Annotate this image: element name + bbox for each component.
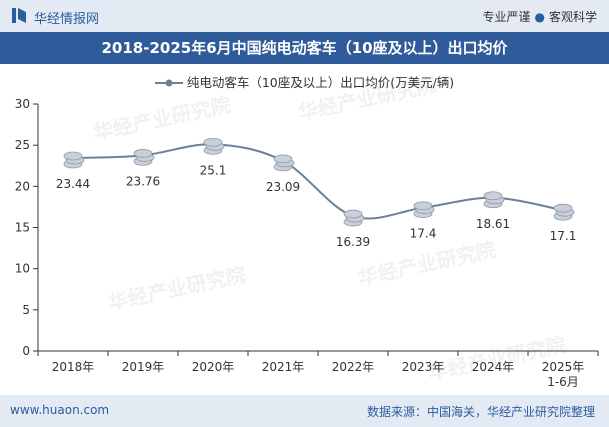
y-tick-label: 20	[15, 179, 30, 193]
huajing-logo-icon	[12, 8, 26, 23]
data-label: 23.44	[56, 177, 90, 191]
data-label: 17.1	[550, 229, 577, 243]
x-tick-label: 2018年	[52, 360, 95, 374]
tagline: 专业严谨 ● 客观科学	[482, 8, 597, 25]
watermark-text: 华经产业研究院	[91, 92, 233, 145]
data-point-coin-stack	[343, 209, 365, 227]
x-tick-label: 2022年	[332, 360, 375, 374]
data-point-coin-stack	[413, 201, 435, 219]
data-label: 25.1	[200, 163, 227, 177]
footer-url: www.huaon.com	[10, 403, 110, 417]
data-label: 16.39	[336, 235, 370, 249]
y-tick-label: 30	[15, 97, 30, 111]
x-tick-label: 2024年	[472, 360, 515, 374]
brand-name: 华经情报网	[34, 12, 100, 27]
x-tick-label: 2025年 1-6月	[542, 360, 585, 389]
y-tick-label: 15	[15, 221, 30, 235]
legend: 纯电动客车（10座及以上）出口均价(万美元/辆)	[0, 74, 609, 92]
x-tick-label: 2020年	[192, 360, 235, 374]
data-point-coin-stack	[273, 154, 295, 172]
data-point-coin-stack	[483, 191, 505, 209]
x-tick-label: 2023年	[402, 360, 445, 374]
data-point-coin-stack	[133, 148, 155, 166]
chart-title: 2018-2025年6月中国纯电动客车（10座及以上）出口均价	[0, 32, 609, 64]
footer-source: 数据来源：中国海关，华经产业研究院整理	[366, 405, 595, 419]
y-tick-label: 25	[15, 138, 30, 152]
top-bar: 华经情报网 专业严谨 ● 客观科学	[0, 0, 609, 32]
bullet-icon: ●	[534, 10, 545, 24]
x-tick-label: 2019年	[122, 360, 165, 374]
tagline-left: 专业严谨	[482, 10, 531, 24]
watermark-text: 华经产业研究院	[356, 237, 498, 290]
data-point-coin-stack	[553, 203, 575, 221]
y-tick-label: 0	[22, 344, 30, 358]
data-label: 17.4	[410, 227, 437, 241]
tagline-right: 客观科学	[548, 10, 597, 24]
y-tick-label: 5	[22, 303, 30, 317]
legend-label: 纯电动客车（10座及以上）出口均价(万美元/辆)	[186, 75, 455, 90]
y-tick-label: 10	[15, 262, 30, 276]
data-label: 23.76	[126, 174, 160, 188]
data-point-coin-stack	[63, 151, 85, 169]
footer-bar: www.huaon.com 数据来源：中国海关，华经产业研究院整理	[0, 395, 609, 427]
data-point-coin-stack	[203, 137, 225, 155]
data-label: 18.61	[476, 217, 510, 231]
data-label: 23.09	[266, 180, 300, 194]
watermark-text: 华经产业研究院	[106, 262, 248, 315]
legend-line-icon	[154, 79, 183, 87]
x-tick-label: 2021年	[262, 360, 305, 374]
